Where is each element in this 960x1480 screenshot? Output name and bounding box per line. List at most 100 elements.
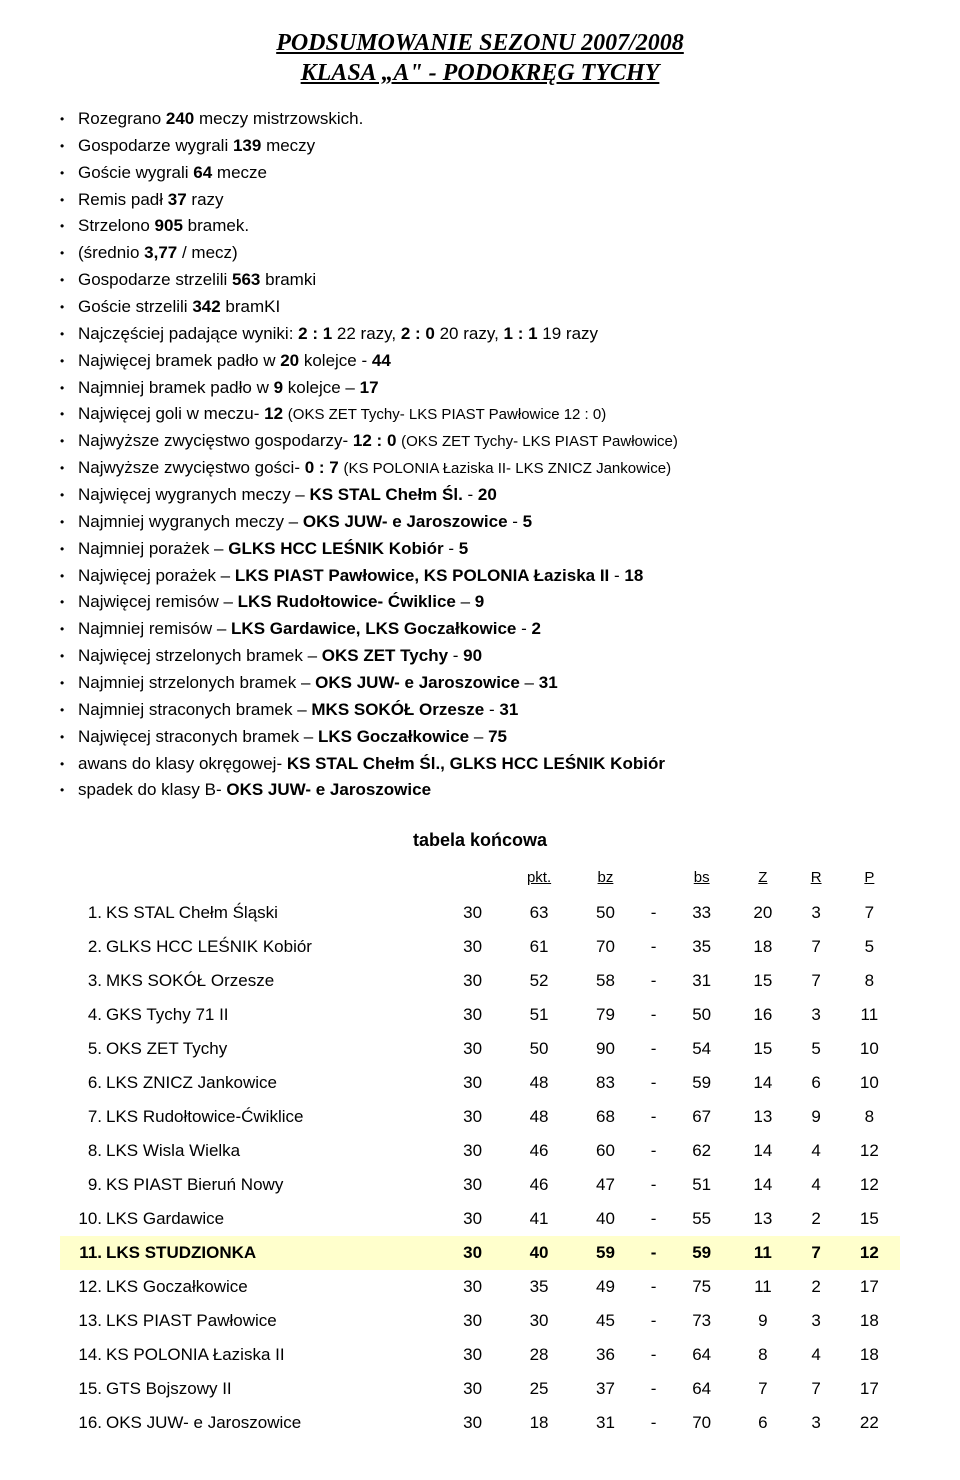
cell-rank: 1. bbox=[60, 896, 104, 930]
summary-item: Najwyższe zwycięstwo gospodarzy- 12 : 0 … bbox=[60, 428, 900, 455]
bold-segment: OKS JUW- e Jaroszowice bbox=[303, 512, 508, 531]
bold-segment: 37 bbox=[168, 190, 187, 209]
cell-z: 14 bbox=[732, 1168, 793, 1202]
cell-team: OKS ZET Tychy bbox=[104, 1032, 442, 1066]
summary-list: Rozegrano 240 meczy mistrzowskich.Gospod… bbox=[60, 106, 900, 804]
bold-segment: 0 : 7 bbox=[305, 458, 339, 477]
bold-segment: 139 bbox=[233, 136, 261, 155]
cell-team: OKS JUW- e Jaroszowice bbox=[104, 1406, 442, 1440]
text-segment: Najwyższe zwycięstwo gospodarzy- bbox=[78, 431, 353, 450]
text-segment: Goście wygrali bbox=[78, 163, 193, 182]
table-row: 2.GLKS HCC LEŚNIK Kobiór306170-351875 bbox=[60, 930, 900, 964]
bold-segment: 12 : 0 bbox=[353, 431, 396, 450]
text-segment: - bbox=[444, 539, 459, 558]
table-row: 10.LKS Gardawice304140-5513215 bbox=[60, 1202, 900, 1236]
bold-segment: 20 bbox=[280, 351, 299, 370]
bold-segment: 2 bbox=[531, 619, 540, 638]
text-segment: razy bbox=[187, 190, 224, 209]
cell-team: GLKS HCC LEŚNIK Kobiór bbox=[104, 930, 442, 964]
cell-sep: - bbox=[636, 1338, 671, 1372]
cell-bs: 64 bbox=[671, 1338, 732, 1372]
cell-p: 8 bbox=[839, 964, 900, 998]
cell-p: 10 bbox=[839, 1066, 900, 1100]
cell-bz: 60 bbox=[575, 1134, 636, 1168]
summary-item: Najwięcej remisów – LKS Rudołtowice- Ćwi… bbox=[60, 589, 900, 616]
cell-team: LKS Wisla Wielka bbox=[104, 1134, 442, 1168]
cell-pkt: 48 bbox=[503, 1066, 575, 1100]
text-segment: meczy bbox=[261, 136, 315, 155]
cell-team: KS STAL Chełm Śląski bbox=[104, 896, 442, 930]
cell-pkt: 40 bbox=[503, 1236, 575, 1270]
cell-rank: 5. bbox=[60, 1032, 104, 1066]
text-segment: Najwięcej remisów – bbox=[78, 592, 238, 611]
cell-bs: 54 bbox=[671, 1032, 732, 1066]
text-segment: Najwięcej straconych bramek – bbox=[78, 727, 318, 746]
bold-segment: 17 bbox=[360, 378, 379, 397]
cell-team: LKS STUDZIONKA bbox=[104, 1236, 442, 1270]
title-line-1: PODSUMOWANIE SEZONU 2007/2008 bbox=[276, 30, 684, 56]
summary-item: spadek do klasy B- OKS JUW- e Jaroszowic… bbox=[60, 777, 900, 804]
summary-item: Najwięcej strzelonych bramek – OKS ZET T… bbox=[60, 643, 900, 670]
bold-segment: KS STAL Chełm Śl., GLKS HCC LEŚNIK Kobió… bbox=[287, 754, 665, 773]
text-segment: - bbox=[484, 700, 499, 719]
cell-team: GTS Bojszowy II bbox=[104, 1372, 442, 1406]
table-heading: tabela końcowa bbox=[60, 830, 900, 851]
cell-m: 30 bbox=[442, 896, 503, 930]
bold-segment: OKS JUW- e Jaroszowice bbox=[226, 780, 431, 799]
bold-segment: 64 bbox=[193, 163, 212, 182]
bold-segment: 18 bbox=[624, 566, 643, 585]
cell-p: 12 bbox=[839, 1134, 900, 1168]
text-segment: Gospodarze strzelili bbox=[78, 270, 232, 289]
bold-segment: 9 bbox=[475, 592, 484, 611]
cell-sep: - bbox=[636, 1168, 671, 1202]
cell-pkt: 28 bbox=[503, 1338, 575, 1372]
cell-sep: - bbox=[636, 998, 671, 1032]
table-row: 4.GKS Tychy 71 II305179-5016311 bbox=[60, 998, 900, 1032]
cell-pkt: 61 bbox=[503, 930, 575, 964]
summary-item: Najmniej bramek padło w 9 kolejce – 17 bbox=[60, 375, 900, 402]
cell-p: 17 bbox=[839, 1270, 900, 1304]
cell-r: 7 bbox=[794, 1236, 839, 1270]
cell-team: GKS Tychy 71 II bbox=[104, 998, 442, 1032]
cell-z: 11 bbox=[732, 1270, 793, 1304]
text-segment: bramki bbox=[260, 270, 316, 289]
cell-rank: 8. bbox=[60, 1134, 104, 1168]
text-segment: meczy mistrzowskich. bbox=[194, 109, 363, 128]
col-r: R bbox=[794, 865, 839, 896]
cell-z: 11 bbox=[732, 1236, 793, 1270]
cell-sep: - bbox=[636, 896, 671, 930]
cell-p: 18 bbox=[839, 1338, 900, 1372]
cell-p: 22 bbox=[839, 1406, 900, 1440]
text-segment: Najmniej wygranych meczy – bbox=[78, 512, 303, 531]
cell-p: 8 bbox=[839, 1100, 900, 1134]
cell-pkt: 46 bbox=[503, 1168, 575, 1202]
bold-segment: 905 bbox=[155, 216, 183, 235]
col-m bbox=[442, 865, 503, 896]
cell-m: 30 bbox=[442, 1168, 503, 1202]
summary-item: Najmniej straconych bramek – MKS SOKÓŁ O… bbox=[60, 697, 900, 724]
text-segment: – bbox=[520, 673, 539, 692]
cell-m: 30 bbox=[442, 1066, 503, 1100]
table-row: 11.LKS STUDZIONKA304059-5911712 bbox=[60, 1236, 900, 1270]
text-segment: kolejce – bbox=[283, 378, 360, 397]
cell-bz: 36 bbox=[575, 1338, 636, 1372]
col-bz: bz bbox=[575, 865, 636, 896]
summary-item: Najwięcej wygranych meczy – KS STAL Cheł… bbox=[60, 482, 900, 509]
cell-p: 5 bbox=[839, 930, 900, 964]
bold-segment: 31 bbox=[539, 673, 558, 692]
summary-item: Remis padł 37 razy bbox=[60, 187, 900, 214]
cell-sep: - bbox=[636, 1134, 671, 1168]
cell-m: 30 bbox=[442, 998, 503, 1032]
cell-team: LKS Rudołtowice-Ćwiklice bbox=[104, 1100, 442, 1134]
cell-pkt: 63 bbox=[503, 896, 575, 930]
cell-bz: 70 bbox=[575, 930, 636, 964]
cell-rank: 10. bbox=[60, 1202, 104, 1236]
cell-bz: 83 bbox=[575, 1066, 636, 1100]
summary-item: Najwięcej straconych bramek – LKS Goczał… bbox=[60, 724, 900, 751]
cell-sep: - bbox=[636, 1100, 671, 1134]
table-row: 15.GTS Bojszowy II302537-647717 bbox=[60, 1372, 900, 1406]
cell-team: KS POLONIA Łaziska II bbox=[104, 1338, 442, 1372]
cell-z: 8 bbox=[732, 1338, 793, 1372]
cell-rank: 3. bbox=[60, 964, 104, 998]
cell-z: 13 bbox=[732, 1202, 793, 1236]
